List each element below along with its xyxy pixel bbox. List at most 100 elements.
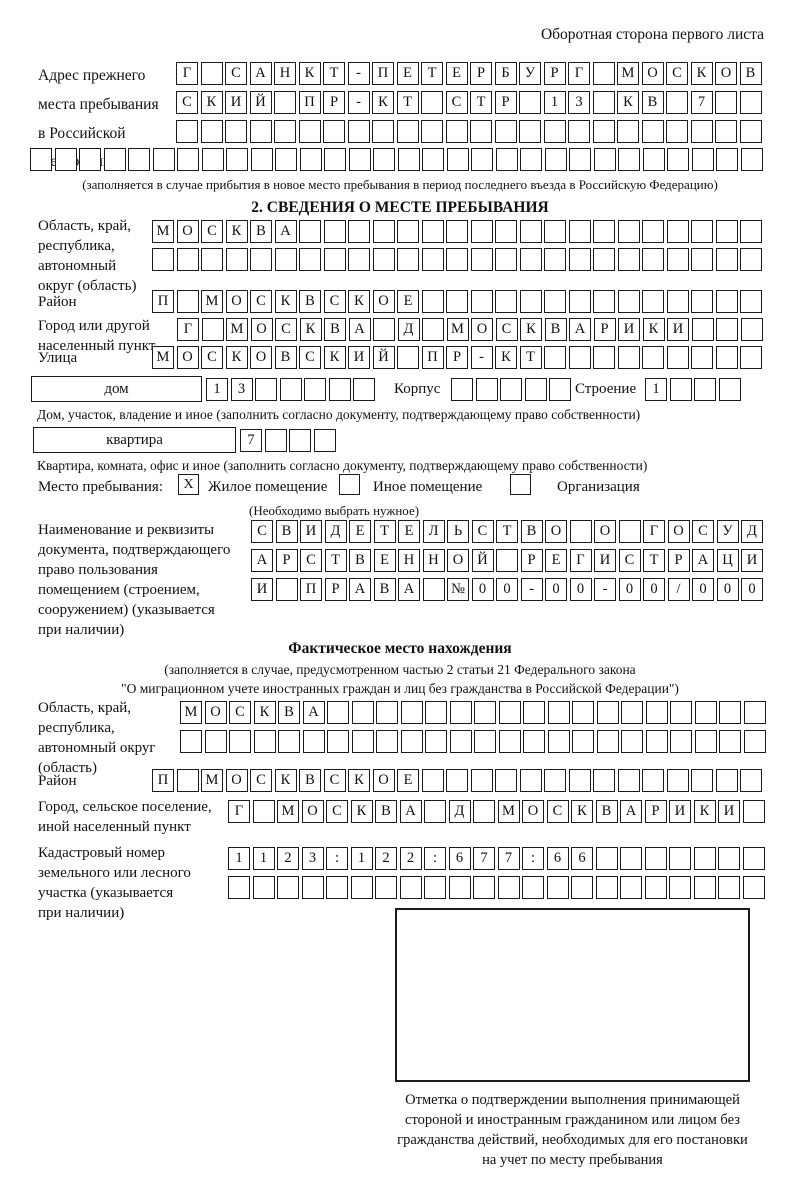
char-cell[interactable] — [204, 730, 227, 753]
char-cell[interactable]: Й — [471, 549, 494, 572]
char-cell[interactable]: О — [545, 520, 567, 543]
char-cell[interactable]: О — [522, 800, 544, 823]
char-cell[interactable] — [544, 220, 566, 243]
char-cell[interactable] — [694, 377, 716, 401]
char-cell[interactable]: П — [298, 91, 321, 114]
char-cell[interactable]: С — [445, 91, 468, 114]
char-cell[interactable]: Т — [470, 91, 492, 114]
char-cell[interactable] — [544, 769, 566, 792]
char-cell[interactable]: В — [274, 346, 297, 369]
char-cell[interactable] — [376, 730, 398, 753]
char-cell[interactable] — [742, 876, 765, 899]
char-cell[interactable]: О — [225, 769, 248, 792]
char-cell[interactable]: Е — [396, 62, 419, 85]
char-cell[interactable]: К — [350, 800, 373, 823]
char-cell[interactable]: Т — [396, 91, 419, 114]
char-cell[interactable]: 3 — [301, 847, 324, 870]
char-cell[interactable]: А — [399, 800, 422, 823]
char-cell[interactable] — [519, 91, 541, 114]
char-cell[interactable] — [645, 730, 668, 753]
char-cell[interactable] — [670, 730, 692, 753]
char-cell[interactable] — [691, 290, 713, 313]
char-cell[interactable] — [446, 248, 468, 271]
char-cell[interactable]: В — [375, 800, 397, 823]
char-cell[interactable]: С — [176, 91, 198, 114]
char-cell[interactable] — [718, 847, 740, 870]
char-cell[interactable] — [201, 248, 223, 271]
char-cell[interactable]: С — [250, 769, 272, 792]
char-cell[interactable] — [568, 769, 591, 792]
char-cell[interactable] — [474, 701, 496, 724]
char-cell[interactable]: С — [250, 290, 272, 313]
char-cell[interactable] — [497, 876, 520, 899]
char-cell[interactable] — [593, 148, 616, 171]
char-cell[interactable] — [279, 377, 302, 401]
char-cell[interactable]: 0 — [741, 578, 763, 601]
char-cell[interactable] — [421, 120, 443, 143]
char-cell[interactable]: В — [278, 701, 300, 724]
char-cell[interactable] — [666, 290, 689, 313]
char-cell[interactable]: О — [715, 62, 737, 85]
char-cell[interactable] — [544, 148, 567, 171]
char-cell[interactable] — [666, 120, 688, 143]
char-cell[interactable] — [249, 120, 272, 143]
char-cell[interactable]: Р — [520, 549, 543, 572]
char-cell[interactable]: О — [471, 318, 493, 341]
char-cell[interactable]: С — [471, 520, 494, 543]
char-cell[interactable] — [519, 120, 541, 143]
char-cell[interactable] — [572, 701, 594, 724]
char-cell[interactable] — [422, 318, 444, 341]
char-cell[interactable]: 2 — [399, 847, 422, 870]
char-cell[interactable] — [176, 120, 198, 143]
char-cell[interactable] — [743, 701, 766, 724]
char-cell[interactable]: Д — [448, 800, 471, 823]
char-cell[interactable] — [323, 120, 345, 143]
char-cell[interactable] — [446, 769, 468, 792]
char-cell[interactable] — [693, 876, 716, 899]
char-cell[interactable]: О — [176, 220, 199, 243]
char-cell[interactable]: Е — [349, 520, 371, 543]
char-cell[interactable]: Р — [667, 549, 690, 572]
char-cell[interactable] — [180, 730, 202, 753]
char-cell[interactable]: Д — [324, 520, 347, 543]
char-cell[interactable] — [397, 220, 419, 243]
char-cell[interactable] — [522, 876, 544, 899]
char-cell[interactable] — [691, 220, 713, 243]
char-cell[interactable] — [544, 248, 566, 271]
char-cell[interactable]: Р — [644, 800, 667, 823]
char-cell[interactable] — [351, 730, 374, 753]
char-cell[interactable] — [670, 701, 692, 724]
char-cell[interactable]: Д — [741, 520, 763, 543]
char-cell[interactable] — [519, 290, 542, 313]
char-cell[interactable] — [742, 847, 765, 870]
char-cell[interactable]: С — [275, 318, 297, 341]
char-cell[interactable]: Г — [643, 520, 665, 543]
char-cell[interactable] — [617, 769, 640, 792]
char-cell[interactable] — [372, 220, 395, 243]
char-cell[interactable]: Ь — [447, 520, 469, 543]
char-cell[interactable] — [54, 148, 77, 171]
char-cell[interactable] — [326, 876, 348, 899]
char-cell[interactable] — [348, 148, 371, 171]
char-cell[interactable] — [275, 148, 297, 171]
char-cell[interactable]: А — [274, 220, 297, 243]
char-cell[interactable] — [523, 701, 545, 724]
char-cell[interactable]: С — [323, 290, 346, 313]
char-cell[interactable]: Т — [519, 346, 542, 369]
char-cell[interactable]: 7 — [497, 847, 520, 870]
char-cell[interactable]: 3 — [568, 91, 590, 114]
char-cell[interactable] — [719, 701, 741, 724]
char-cell[interactable]: 6 — [448, 847, 471, 870]
char-cell[interactable]: О — [301, 800, 324, 823]
char-cell[interactable]: Т — [643, 549, 665, 572]
char-cell[interactable]: О — [225, 290, 248, 313]
char-cell[interactable] — [470, 120, 492, 143]
char-cell[interactable]: № — [447, 578, 469, 601]
char-cell[interactable] — [200, 120, 223, 143]
char-cell[interactable] — [642, 248, 664, 271]
char-cell[interactable]: О — [204, 701, 227, 724]
char-cell[interactable] — [289, 428, 311, 452]
char-cell[interactable] — [642, 220, 664, 243]
char-cell[interactable]: М — [226, 318, 248, 341]
char-cell[interactable] — [691, 248, 713, 271]
